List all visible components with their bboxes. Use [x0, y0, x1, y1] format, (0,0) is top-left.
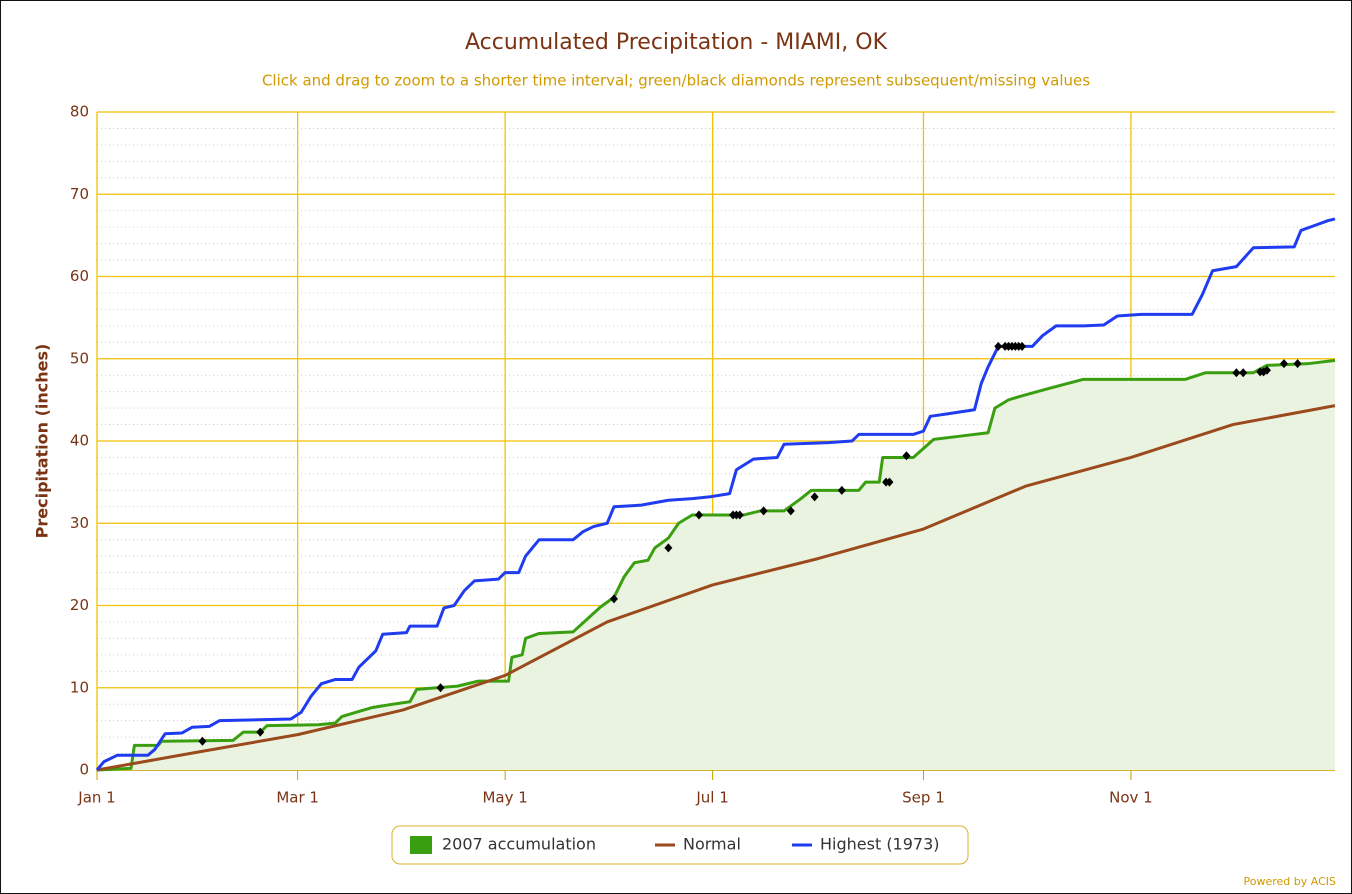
plot-area: 0 10 20 30 40 50 60 70 80 Jan 1 Mar 1 May 1 Jul 1 Sep…: [70, 103, 1336, 807]
area: [97, 360, 1335, 770]
diamond-marker: [609, 594, 618, 604]
y-tick-label: 80: [70, 103, 89, 121]
y-tick-label: 40: [70, 432, 89, 450]
y-tick-label: 50: [70, 349, 89, 367]
diamond-marker: [694, 510, 703, 520]
y-tick-label: 60: [70, 267, 89, 285]
diamond-marker: [786, 506, 795, 516]
y-tick-label: 30: [70, 514, 89, 532]
diamond-marker: [436, 683, 445, 693]
legend-label: Normal: [683, 835, 741, 854]
series-line: [96, 358, 1336, 772]
chart-subtitle: Click and drag to zoom to a shorter time…: [262, 72, 1090, 90]
diamond-marker: [885, 477, 894, 487]
diamond-marker: [735, 510, 744, 520]
legend-label: 2007 accumulation: [442, 835, 596, 854]
legend-label: Highest (1973): [820, 835, 940, 854]
diamond-marker: [1262, 365, 1271, 375]
x-tick-label: Jan 1: [77, 789, 115, 807]
diamond-marker: [759, 506, 768, 516]
diamond-marker: [1239, 368, 1248, 378]
y-tick-label: 70: [70, 185, 89, 203]
diamond-marker: [1232, 368, 1241, 378]
diamond-marker: [1279, 359, 1288, 369]
legend: 2007 accumulation Normal Highest (1973): [410, 835, 940, 854]
legend-box: [391, 825, 969, 865]
x-tick-label: Nov 1: [1109, 789, 1153, 807]
legend-swatch: [410, 836, 432, 854]
diamond-marker: [198, 736, 207, 746]
y-axis-label: Precipitation (inches): [33, 344, 52, 539]
x-tick-label: Sep 1: [902, 789, 945, 807]
diamond-marker: [256, 727, 265, 737]
diamond-marker: [664, 543, 673, 553]
chart-title: Accumulated Precipitation - MIAMI, OK: [465, 30, 888, 55]
series-line: [95, 217, 1336, 771]
y-tick-label: 10: [70, 678, 89, 696]
diamond-marker: [994, 341, 1003, 351]
x-tick-label: Mar 1: [276, 789, 319, 807]
diamond-marker: [1293, 359, 1302, 369]
diamond-marker: [810, 492, 819, 502]
x-tick-label: May 1: [482, 789, 527, 807]
diamond-marker: [902, 451, 911, 461]
y-tick-label: 20: [70, 596, 89, 614]
credit: Powered by ACIS: [1244, 875, 1337, 888]
y-tick-label: 0: [79, 761, 89, 779]
diamond-marker: [1018, 341, 1027, 351]
diamond-marker: [837, 485, 846, 495]
x-tick-label: Jul 1: [695, 789, 728, 807]
series-line: [96, 404, 1336, 772]
